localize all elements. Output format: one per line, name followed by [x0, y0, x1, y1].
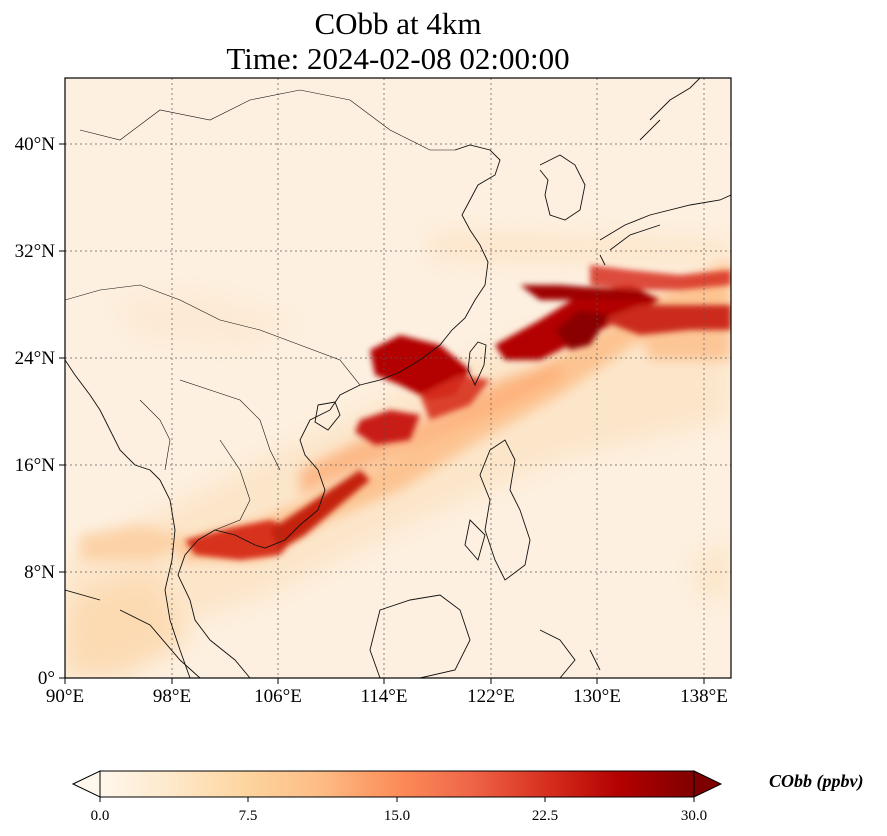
lon-tick-label: 90°E: [46, 686, 84, 707]
map-title: CObb at 4km Time: 2024-02-08 02:00:00: [60, 6, 736, 76]
lon-tick-label: 114°E: [361, 686, 408, 707]
lat-tick-label: 32°N: [15, 241, 56, 262]
lon-tick-labels: 90°E 98°E 106°E 114°E 122°E 130°E 138°E: [46, 686, 728, 707]
tick-marks: [59, 143, 705, 684]
plot-frame: [64, 77, 732, 679]
lon-tick-label: 106°E: [254, 686, 302, 707]
colorbar-extend-min: [71, 770, 101, 798]
lon-tick-label: 130°E: [573, 686, 621, 707]
lat-tick-label: 40°N: [15, 134, 56, 155]
title-line-1: CObb at 4km: [314, 6, 482, 41]
lat-tick-label: 24°N: [15, 348, 56, 369]
colorbar-tick-label: 0.0: [91, 808, 110, 824]
lon-tick-label: 138°E: [680, 686, 728, 707]
strong-plumes: [185, 265, 731, 560]
title-line-2: Time: 2024-02-08 02:00:00: [226, 41, 570, 76]
plot-area: [65, 78, 731, 678]
colorbar-tick-label: 15.0: [384, 808, 410, 824]
colorbar-gradient: [99, 770, 695, 798]
coastlines: [65, 78, 731, 678]
lat-tick-label: 0°: [38, 668, 55, 689]
colorbar-tick-label: 22.5: [532, 808, 558, 824]
lon-tick-label: 122°E: [467, 686, 515, 707]
lat-tick-labels: 0° 8°N 16°N 24°N 32°N 40°N: [15, 134, 56, 689]
lon-tick-label: 98°E: [153, 686, 191, 707]
colorbar-label: CObb (ppbv): [769, 771, 863, 792]
colorbar-tick-label: 7.5: [239, 808, 258, 824]
lat-tick-label: 16°N: [15, 455, 56, 476]
colorbar-tick-label: 30.0: [681, 808, 707, 824]
colorbar: 0.0 7.5 15.0 22.5 30.0 CObb (ppbv): [71, 770, 863, 824]
lat-tick-label: 8°N: [24, 562, 55, 583]
colorbar-extend-max: [693, 770, 723, 798]
